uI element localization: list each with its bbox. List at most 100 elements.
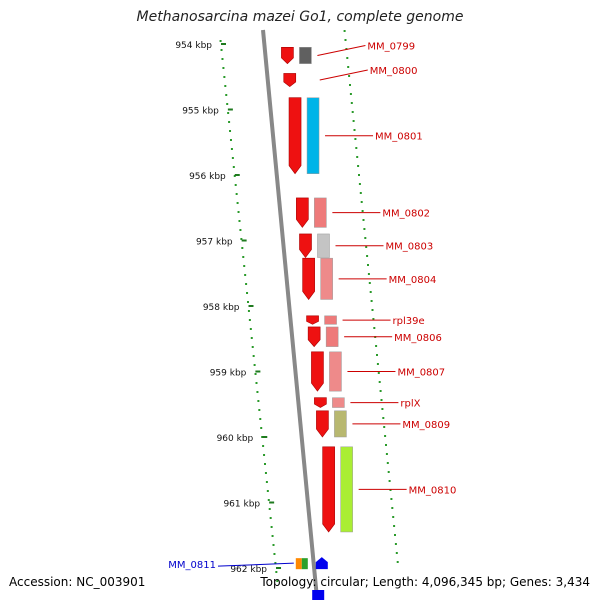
gene-label: MM_0799: [367, 41, 415, 52]
feature-guide-dot: [379, 390, 382, 392]
scale-dot: [254, 373, 257, 375]
gene-feature-block: [301, 558, 308, 570]
scale-dot: [255, 382, 258, 384]
scale-dot: [242, 256, 245, 258]
scale-dot: [246, 292, 249, 294]
scale-dot: [276, 580, 279, 582]
feature-guide-dot: [353, 129, 356, 131]
gene-label-leader: [319, 69, 368, 81]
feature-guide-dot: [390, 498, 393, 500]
gene-arrow: [306, 315, 319, 325]
gene-arrow: [307, 326, 321, 348]
scale-dot: [235, 193, 238, 195]
feature-guide-dot: [387, 471, 390, 473]
feature-guide-dot: [355, 147, 358, 149]
scale-dot: [244, 274, 247, 276]
feature-guide-dot: [343, 30, 346, 32]
scale-dot: [236, 202, 239, 204]
feature-guide-dot: [364, 237, 367, 239]
gene-feature-bar: [324, 315, 337, 325]
scale-tick-label: 957 kbp: [196, 238, 233, 248]
scale-dot: [246, 301, 249, 303]
scale-dot: [252, 355, 255, 357]
gene-feature-bar: [325, 326, 339, 347]
scale-dot: [257, 400, 260, 402]
feature-guide-dot: [385, 444, 387, 446]
gene-arrow: [315, 557, 328, 570]
feature-guide-dot: [361, 210, 364, 212]
feature-guide-dot: [388, 480, 391, 482]
scale-dot: [259, 418, 262, 420]
scale-dot: [243, 265, 246, 267]
scale-dot: [251, 346, 254, 348]
accession-label: Accession: NC_003901: [9, 575, 146, 589]
scale-dot: [265, 481, 268, 483]
feature-guide-dot: [349, 84, 351, 86]
feature-guide-dot: [354, 138, 357, 140]
feature-guide-dot: [382, 417, 385, 419]
gene-label-leader: [317, 44, 366, 56]
feature-guide-dot: [393, 525, 396, 527]
feature-guide-dot: [380, 399, 383, 401]
scale-dot: [245, 283, 248, 285]
feature-guide-dot: [350, 102, 353, 104]
feature-guide-dot: [375, 345, 378, 347]
scale-dot: [224, 85, 227, 87]
scale-dot: [272, 544, 275, 546]
gene-feature-bar: [299, 47, 312, 64]
feature-guide-dot: [383, 426, 386, 428]
scale-dot: [247, 310, 250, 312]
gene-label-leader: [217, 562, 294, 567]
scale-dot: [268, 508, 271, 510]
scale-dot: [248, 319, 251, 321]
scale-dot: [226, 103, 229, 105]
feature-guide-dot: [362, 219, 365, 221]
feature-guide-dot: [386, 462, 389, 464]
feature-guide-dot: [389, 489, 392, 491]
gene-feature-bar: [314, 197, 327, 228]
gene-arrow: [314, 397, 327, 408]
scale-tick-label: 959 kbp: [210, 369, 247, 379]
scale-dot: [253, 364, 256, 366]
gene-label: MM_0800: [370, 66, 418, 77]
feature-guide-dot: [358, 174, 360, 176]
feature-guide-dot: [368, 282, 371, 284]
gene-feature-bar: [340, 446, 353, 533]
gene-arrow: [299, 233, 312, 259]
scale-dot: [275, 571, 278, 573]
feature-guide-dot: [356, 156, 359, 158]
scale-tick-label: 956 kbp: [189, 172, 226, 182]
scale-tick-label: 954 kbp: [175, 41, 212, 51]
feature-guide-dot: [377, 372, 380, 374]
scale-dot: [260, 427, 263, 429]
scale-dot: [249, 328, 252, 330]
gene-arrow: [316, 410, 329, 438]
scale-dot: [270, 526, 273, 528]
gene-label: MM_0809: [402, 420, 450, 431]
scale-dot: [263, 454, 266, 456]
scale-dot: [258, 409, 261, 411]
genome-summary-label: Topology: circular; Length: 4,096,345 bp…: [260, 575, 590, 589]
feature-guide-dot: [346, 57, 349, 59]
feature-guide-dot: [395, 552, 398, 554]
scale-dot: [228, 121, 231, 123]
scale-dot: [274, 562, 277, 564]
feature-guide-dot: [370, 300, 373, 302]
feature-guide-dot: [352, 120, 355, 122]
feature-guide-dot: [359, 192, 362, 194]
feature-guide-dot: [367, 264, 369, 266]
scale-dot: [227, 112, 230, 114]
scale-tick-label: 955 kbp: [182, 107, 219, 117]
scale-tick-label: 960 kbp: [217, 434, 254, 444]
gene-label: MM_0810: [409, 485, 457, 496]
gene-label: MM_0804: [389, 275, 437, 286]
scale-dot: [262, 445, 265, 447]
feature-guide-dot: [344, 39, 347, 41]
gene-feature-block: [295, 558, 302, 570]
gene-feature-bar: [332, 397, 345, 408]
feature-guide-dot: [392, 516, 395, 518]
scale-dot: [273, 553, 276, 555]
scale-dot: [221, 58, 224, 60]
